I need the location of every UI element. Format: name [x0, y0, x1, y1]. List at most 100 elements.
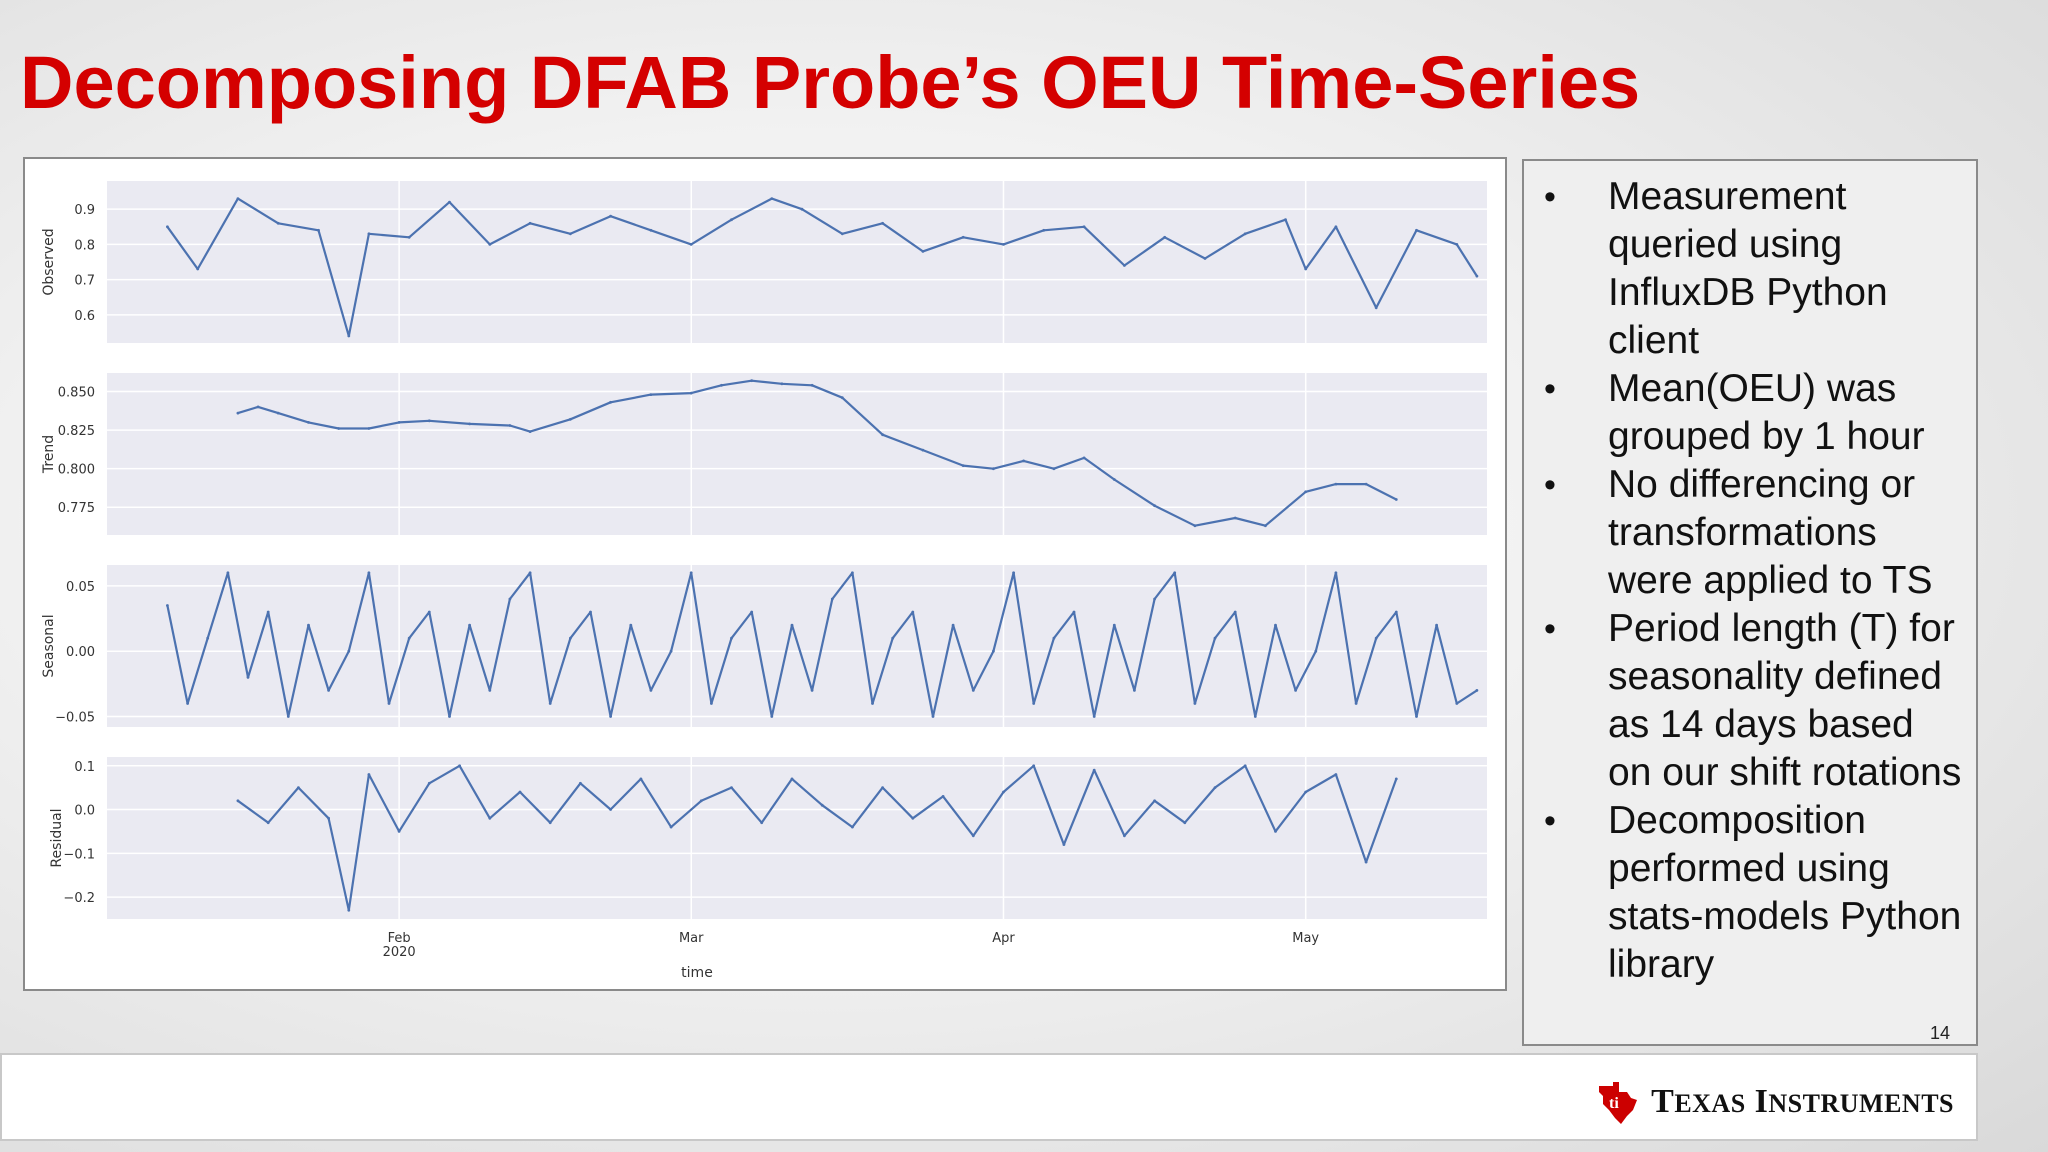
notes-panel: • Measurement queried using InfluxDB Pyth…	[1522, 159, 1978, 1046]
data-point-trend	[427, 419, 431, 423]
data-point-observed	[276, 221, 280, 225]
data-point-trend	[881, 433, 884, 437]
data-point-trend	[961, 464, 965, 467]
data-point-residual	[730, 786, 733, 789]
data-point-trend	[1112, 478, 1116, 481]
data-point-residual	[458, 764, 461, 768]
data-point-trend	[1394, 498, 1398, 501]
y-tick-label: 0.00	[66, 645, 95, 660]
data-point-trend	[992, 467, 995, 471]
data-point-seasonal	[427, 610, 431, 614]
data-point-residual	[548, 821, 552, 825]
data-point-residual	[760, 821, 764, 825]
data-point-observed	[1304, 267, 1308, 271]
data-point-seasonal	[488, 689, 492, 692]
series-line-seasonal	[166, 571, 1478, 718]
data-point-observed	[609, 214, 612, 218]
data-point-seasonal	[951, 623, 955, 627]
data-point-trend	[1193, 524, 1197, 528]
data-point-observed	[1042, 228, 1046, 232]
ti-wordmark: TEXAS INSTRUMENTS	[1651, 1083, 1954, 1121]
data-point-observed	[1334, 225, 1338, 229]
data-point-seasonal	[166, 604, 169, 607]
data-point-trend	[1082, 456, 1086, 460]
data-point-seasonal	[246, 676, 250, 679]
bullet-item: • Period length (T) for seasonality defin…	[1524, 605, 1976, 797]
data-point-seasonal	[790, 623, 794, 627]
data-point-residual	[1213, 786, 1217, 789]
decomposition-chart: 0.9 0.8 0.7 0.6 Observed 0.850 0.825 0.800 0.775…	[23, 157, 1507, 991]
data-point-seasonal	[1133, 689, 1136, 692]
data-point-seasonal	[1153, 597, 1156, 601]
data-point-residual	[367, 773, 371, 776]
bullet-dot-icon: •	[1544, 802, 1556, 840]
data-point-observed	[1374, 306, 1378, 310]
texas-instruments-logo: ti TEXAS INSTRUMENTS	[1593, 1077, 1954, 1127]
data-point-observed	[1123, 264, 1126, 267]
data-point-observed	[347, 334, 351, 338]
data-point-residual	[1002, 790, 1005, 794]
data-point-seasonal	[327, 689, 330, 692]
data-point-residual	[488, 816, 492, 820]
data-point-seasonal	[1173, 571, 1177, 575]
data-point-trend	[720, 383, 723, 387]
bullet-item: • Decomposition performed using stats-mod…	[1524, 797, 1976, 989]
data-point-seasonal	[669, 649, 673, 653]
data-point-trend	[921, 448, 925, 452]
data-point-seasonal	[387, 702, 391, 705]
data-point-residual	[1062, 843, 1066, 846]
y-tick-label: −0.2	[63, 891, 95, 906]
footer-bar: ti TEXAS INSTRUMENTS	[0, 1053, 1978, 1141]
data-point-residual	[397, 830, 401, 833]
data-point-seasonal	[730, 636, 733, 640]
data-point-seasonal	[710, 702, 713, 705]
data-point-residual	[518, 790, 522, 794]
y-tick-label: 0.850	[58, 386, 95, 401]
data-point-observed	[921, 250, 925, 253]
data-point-residual	[1123, 834, 1126, 838]
brand-letter: T	[1651, 1083, 1675, 1120]
y-tick-label: 0.0	[74, 804, 95, 819]
y-tick-label: 0.775	[58, 501, 95, 516]
series-line-trend	[237, 379, 1397, 527]
x-tick-label: Feb	[388, 931, 411, 946]
data-point-trend	[1153, 504, 1156, 508]
y-axis-label-observed: Observed	[41, 228, 57, 295]
x-tick-sublabel: 2020	[383, 945, 416, 960]
data-point-seasonal	[1112, 623, 1116, 627]
x-tick-label: May	[1292, 931, 1319, 946]
data-point-seasonal	[1032, 702, 1036, 705]
data-point-seasonal	[307, 623, 310, 627]
bullet-item: • Measurement queried using InfluxDB Pyth…	[1524, 173, 1976, 365]
data-point-observed	[1415, 228, 1418, 232]
data-point-residual	[1334, 773, 1338, 776]
data-point-seasonal	[750, 610, 754, 614]
y-tick-label: 0.9	[74, 203, 95, 218]
bullet-text: Mean(OEU) was grouped by 1 hour	[1608, 367, 1925, 458]
data-point-seasonal	[1253, 715, 1257, 718]
data-point-residual	[427, 781, 431, 785]
data-point-seasonal	[1475, 689, 1479, 692]
data-point-seasonal	[186, 702, 190, 705]
data-point-observed	[1455, 243, 1459, 246]
data-point-trend	[528, 430, 532, 433]
data-point-residual	[1092, 768, 1096, 772]
data-point-seasonal	[1193, 702, 1197, 705]
bullet-dot-icon: •	[1544, 178, 1556, 216]
data-point-seasonal	[1415, 715, 1418, 718]
y-axis-label-trend: Trend	[41, 435, 57, 474]
data-point-observed	[407, 235, 411, 239]
data-point-seasonal	[1354, 702, 1358, 705]
y-tick-label: 0.800	[58, 463, 95, 478]
bullet-text: Measurement queried using InfluxDB Pytho…	[1608, 175, 1888, 362]
y-tick-label: 0.8	[74, 238, 95, 253]
data-point-trend	[1022, 459, 1025, 463]
data-point-seasonal	[810, 689, 814, 692]
data-point-seasonal	[448, 715, 451, 718]
x-tick-label: Apr	[992, 931, 1015, 946]
data-point-observed	[1082, 225, 1086, 229]
data-point-observed	[1203, 257, 1207, 260]
y-axis-label-residual: Residual	[49, 808, 65, 867]
data-point-seasonal	[851, 571, 854, 575]
data-point-trend	[1052, 467, 1056, 471]
